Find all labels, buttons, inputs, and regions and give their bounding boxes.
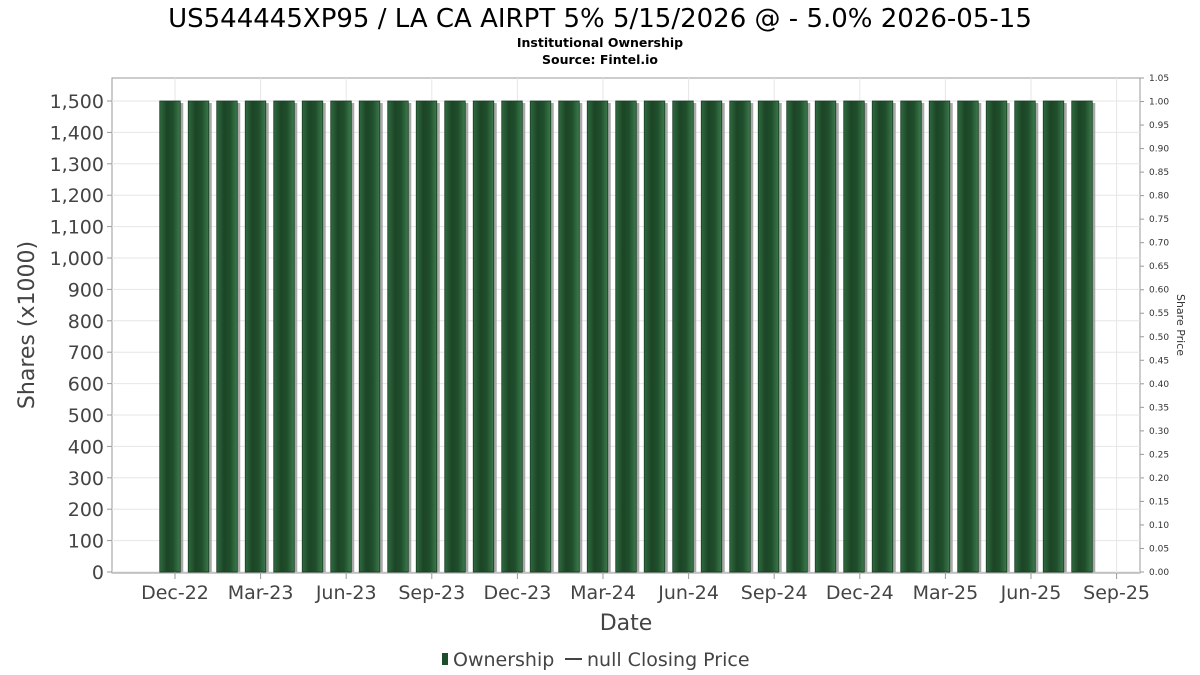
bar [1014, 100, 1036, 573]
y2-tick-label: 0.50 [1149, 333, 1169, 343]
x-tick-label: Jun-25 [1000, 582, 1062, 604]
y-tick-label: 300 [68, 468, 104, 490]
y-axis-ticks: 0 100 200 300 400 500 600 700 800 900 1,000 1,100 1,… [50, 91, 112, 584]
y-tick-label: 1,300 [50, 154, 104, 176]
y2-tick-label: 0.70 [1149, 239, 1169, 249]
y2-tick-label: 0.95 [1149, 121, 1169, 131]
y-tick-label: 1,000 [50, 248, 104, 270]
x-tick-label: Mar-25 [913, 582, 979, 604]
y2-axis-ticks: 0.00 0.05 0.10 0.15 0.20 0.25 0.30 0.35 0.40 0.45… [1140, 74, 1169, 578]
legend-ownership-label: Ownership [453, 649, 554, 671]
y2-tick-label: 0.45 [1149, 356, 1169, 366]
x-tick-label: Mar-24 [570, 582, 636, 604]
bar [387, 100, 409, 573]
bar [558, 100, 580, 573]
y-tick-label: 1,100 [50, 217, 104, 239]
y2-tick-label: 0.05 [1149, 544, 1169, 554]
bar [957, 100, 979, 573]
bar [843, 100, 865, 573]
y2-tick-label: 0.10 [1149, 521, 1169, 531]
chart-source: Source: Fintel.io [542, 52, 658, 67]
bar [330, 100, 352, 573]
x-tick-label: Mar-23 [228, 582, 294, 604]
legend-price-label: null Closing Price [587, 649, 750, 671]
x-tick-label: Dec-22 [141, 582, 209, 604]
bar [244, 100, 267, 573]
y2-tick-label: 0.15 [1149, 497, 1169, 507]
y2-tick-label: 1.05 [1149, 74, 1169, 84]
y-tick-label: 0 [92, 562, 104, 584]
bar [187, 100, 210, 573]
x-axis-label: Date [600, 611, 653, 636]
y2-axis-label: Share Price [1174, 294, 1187, 356]
bar [358, 100, 381, 573]
y2-tick-label: 0.55 [1149, 309, 1169, 319]
x-tick-label: Dec-24 [826, 582, 894, 604]
y-tick-label: 800 [68, 311, 104, 333]
y2-tick-label: 0.75 [1149, 215, 1169, 225]
x-tick-label: Sep-23 [398, 582, 465, 604]
bar [786, 100, 808, 573]
y2-tick-label: 1.00 [1149, 98, 1169, 108]
x-axis-ticks: Dec-22 Mar-23 Jun-23 Sep-23 Dec-23 Mar-24 Jun-… [141, 573, 1150, 604]
bar [586, 100, 609, 573]
y-tick-label: 500 [68, 405, 104, 427]
bar [814, 100, 837, 573]
y2-tick-label: 0.35 [1149, 403, 1169, 413]
y2-tick-label: 0.20 [1149, 474, 1169, 484]
x-tick-label: Dec-23 [483, 582, 551, 604]
bar [729, 100, 751, 573]
legend-ownership-swatch [442, 653, 448, 665]
y2-tick-label: 0.40 [1149, 380, 1169, 390]
y-tick-label: 100 [68, 531, 104, 553]
x-tick-label: Sep-25 [1083, 582, 1150, 604]
y-tick-label: 700 [68, 342, 104, 364]
x-tick-label: Jun-24 [657, 582, 719, 604]
y2-tick-label: 0.30 [1149, 427, 1169, 437]
chart-title: US544445XP95 / LA CA AIRPT 5% 5/15/2026 … [168, 4, 1032, 34]
bar [672, 100, 694, 573]
bar [501, 100, 523, 573]
y-tick-label: 200 [68, 499, 104, 521]
bar [472, 100, 495, 573]
y-tick-label: 600 [68, 374, 104, 396]
y2-tick-label: 0.90 [1149, 145, 1169, 155]
legend: Ownership null Closing Price [442, 649, 750, 671]
bar [985, 100, 1008, 573]
chart-subtitle: Institutional Ownership [517, 35, 683, 50]
bars [159, 100, 1096, 573]
bar [273, 100, 295, 573]
bar [415, 100, 438, 573]
bar [444, 100, 466, 573]
y-tick-label: 900 [68, 279, 104, 301]
bar [1042, 100, 1065, 573]
bar [615, 100, 637, 573]
bar [757, 100, 780, 573]
y-tick-label: 400 [68, 436, 104, 458]
bar [159, 100, 181, 573]
bar [301, 100, 324, 573]
bar [643, 100, 666, 573]
y2-tick-label: 0.25 [1149, 450, 1169, 460]
bar [216, 100, 238, 573]
x-tick-label: Jun-23 [315, 582, 377, 604]
bar [871, 100, 894, 573]
bar [900, 100, 922, 573]
y2-tick-label: 0.65 [1149, 262, 1169, 272]
x-tick-label: Sep-24 [741, 582, 808, 604]
y2-tick-label: 0.85 [1149, 168, 1169, 178]
y2-tick-label: 0.00 [1149, 568, 1169, 578]
bar [928, 100, 951, 573]
y-tick-label: 1,200 [50, 185, 104, 207]
y2-tick-label: 0.80 [1149, 192, 1169, 202]
bar [529, 100, 552, 573]
y2-tick-label: 0.60 [1149, 286, 1169, 296]
bar [1071, 100, 1093, 573]
y-tick-label: 1,400 [50, 122, 104, 144]
y-axis-label: Shares (x1000) [15, 241, 40, 409]
bar [700, 100, 723, 573]
y-tick-label: 1,500 [50, 91, 104, 113]
